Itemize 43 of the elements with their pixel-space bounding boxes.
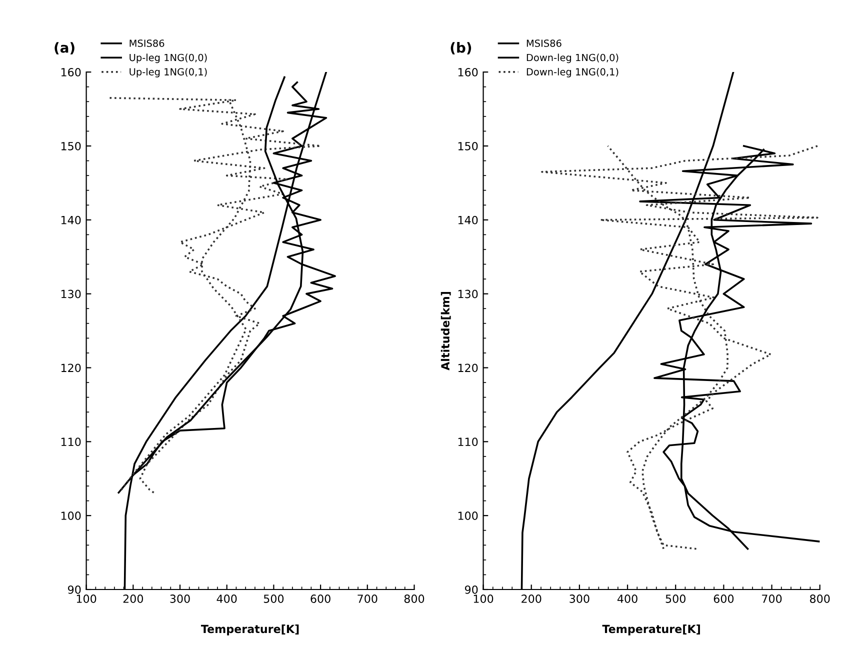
- x-tick-label: 400: [617, 594, 638, 603]
- y-tick-label: 150: [458, 142, 478, 150]
- x-tick-label: 400: [216, 594, 237, 603]
- legend-label: MSIS86: [526, 40, 562, 47]
- y-tick-label: 130: [458, 290, 478, 298]
- y-axis-title: Altitude[km]: [440, 292, 451, 370]
- x-tick-label: 100: [474, 594, 494, 603]
- y-tick-label: 160: [61, 68, 81, 76]
- x-tick-label: 300: [170, 594, 190, 603]
- chart-title: (a): [54, 42, 74, 54]
- legend-label: Down-leg 1NG(0,0): [526, 54, 618, 64]
- x-axis-title: Temperature[K]: [200, 624, 299, 636]
- x-tick-label: 200: [123, 594, 144, 603]
- x-tick-label: 800: [404, 594, 424, 603]
- y-tick-label: 130: [61, 290, 81, 298]
- x-tick-label: 200: [522, 594, 542, 603]
- x-tick-label: 600: [310, 594, 330, 603]
- legend-label: Up-leg 1NG(0,0): [130, 54, 207, 64]
- x-tick-label: 800: [810, 594, 830, 603]
- legend-label: Down-leg 1NG(0,1): [526, 68, 618, 78]
- y-tick-label: 90: [68, 585, 81, 594]
- y-tick-label: 160: [458, 68, 478, 76]
- x-tick-label: 500: [264, 594, 284, 603]
- y-tick-label: 150: [61, 142, 81, 150]
- x-tick-label: 700: [358, 594, 378, 603]
- x-tick-label: 100: [76, 594, 96, 603]
- legend-label: Up-leg 1NG(0,1): [130, 68, 207, 78]
- chart-title: (b): [450, 42, 472, 54]
- y-tick-label: 110: [458, 438, 478, 446]
- y-tick-label: 140: [61, 216, 81, 224]
- x-axis-title: Temperature[K]: [602, 624, 700, 636]
- x-tick-label: 600: [714, 594, 734, 603]
- y-tick-label: 140: [458, 216, 478, 224]
- legend-label: MSIS86: [130, 40, 164, 47]
- y-tick-label: 90: [464, 585, 478, 594]
- x-tick-label: 700: [762, 594, 782, 603]
- y-tick-label: 120: [458, 364, 478, 372]
- y-tick-label: 120: [61, 364, 81, 372]
- x-tick-label: 300: [570, 594, 590, 603]
- x-tick-label: 500: [666, 594, 686, 603]
- y-tick-label: 110: [61, 438, 81, 446]
- y-tick-label: 100: [61, 512, 81, 520]
- y-tick-label: 100: [458, 512, 478, 520]
